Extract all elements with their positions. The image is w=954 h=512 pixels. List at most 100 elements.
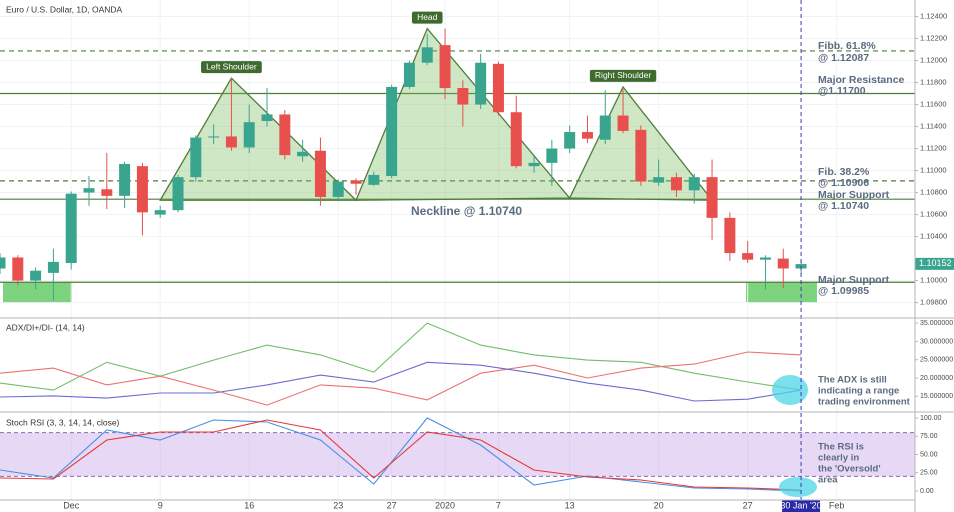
candle-body (759, 257, 771, 260)
y-tick-label: 35.000000 (920, 320, 953, 327)
annotation: indicating a range (818, 386, 899, 397)
crosshair-label: 30 Jan '20 (780, 500, 821, 510)
y-tick-label: 1.11600 (920, 100, 947, 109)
annotation: the 'Oversold' (818, 464, 881, 475)
annotation: trading environment (818, 397, 911, 408)
background-layer (3, 282, 817, 303)
x-tick-label: 16 (244, 500, 254, 510)
candle-body (297, 151, 309, 157)
candle-body (0, 257, 6, 269)
pattern-label: Right Shoulder (595, 70, 651, 80)
fill-layer (0, 27, 915, 477)
candle-body (653, 177, 665, 183)
annotation: Major Resistance (818, 74, 905, 86)
panel-title: Stoch RSI (3, 3, 14, 14, close) (6, 417, 120, 427)
y-tick-label: 25.00 (920, 470, 938, 477)
candle-body (546, 148, 558, 163)
candle-body (617, 115, 629, 131)
candle-body (332, 181, 344, 197)
candle-body (386, 86, 398, 177)
x-tick-label: 20 (654, 500, 664, 510)
candle-body (724, 217, 736, 254)
annotation: @ 1.10906 (818, 177, 869, 189)
candle-body (475, 62, 487, 105)
y-tick-label: 1.10600 (920, 210, 947, 219)
candle-body (350, 180, 362, 184)
annotation: The RSI is (818, 442, 864, 453)
candle-body (65, 193, 77, 263)
indicator-line (0, 361, 802, 402)
last-price-box (915, 257, 954, 270)
candle-body (12, 257, 24, 281)
pattern-label-box (201, 61, 262, 74)
candle-body (564, 132, 576, 149)
y-tick-label: 1.10000 (920, 276, 947, 285)
candle-body (635, 129, 647, 182)
annotation: @1.11700 (818, 85, 866, 97)
candle-body (314, 150, 326, 197)
chart-title: Euro / U.S. Dollar, 1D, OANDA (6, 4, 123, 14)
candle-body (47, 261, 59, 273)
y-tick-label: 30.000000 (920, 338, 953, 345)
candle-body (261, 114, 273, 122)
x-tick-label: 13 (565, 500, 575, 510)
candle-body (439, 45, 451, 89)
y-tick-label: 15.000000 (920, 393, 953, 400)
candle-body (599, 115, 611, 140)
y-tick-label: 1.11400 (920, 122, 947, 131)
annotation: area (818, 475, 838, 486)
candle-body (510, 112, 522, 167)
annotation: The ADX is still (818, 375, 887, 386)
candle-body (136, 166, 148, 213)
indicator-line (0, 417, 802, 492)
indicator-line (0, 419, 802, 491)
candle-body (706, 177, 718, 218)
y-tick-label: 1.10400 (920, 232, 947, 241)
candle-body (742, 253, 754, 260)
candle-body (403, 62, 415, 87)
candle-body (243, 122, 255, 148)
annotation: Fib. 38.2% (818, 166, 870, 178)
pattern-label: Left Shoulder (206, 61, 257, 71)
range-zone (746, 282, 817, 303)
candle-body (688, 177, 700, 191)
y-tick-label: 1.12000 (920, 56, 947, 65)
indicator-line (0, 322, 802, 391)
annotation: @ 1.09985 (818, 285, 869, 297)
candle-body (492, 63, 504, 113)
x-tick-label: 23 (333, 500, 343, 510)
y-tick-label: 25.000000 (920, 357, 953, 364)
highlight (772, 375, 808, 405)
y-tick-label: 75.00 (920, 433, 938, 440)
y-tick-label: 1.11200 (920, 144, 947, 153)
candle-body (581, 132, 593, 139)
x-tick-label: 27 (387, 500, 397, 510)
front-layer: Left Shoulder Head Right Shoulder 1.10152 30… (201, 0, 954, 512)
highlight (779, 477, 817, 497)
y-tick-label: 1.10800 (920, 188, 947, 197)
candle-body (30, 270, 42, 281)
range-zone (3, 282, 72, 303)
candle-body (279, 114, 291, 156)
annotation: clearly in (818, 453, 859, 464)
y-tick-label: 50.00 (920, 451, 938, 458)
indicator-line (0, 351, 802, 406)
band (0, 432, 915, 477)
y-tick-label: 1.12400 (920, 11, 947, 20)
candle-body (208, 136, 220, 138)
candle-body (225, 136, 237, 148)
annotation: @ 1.10740 (818, 200, 869, 212)
candle-body (368, 174, 380, 185)
x-tick-label: Feb (829, 500, 845, 510)
x-tick-label: 2020 (435, 500, 455, 510)
candle-body (83, 188, 95, 193)
y-tick-label: 20.000000 (920, 375, 953, 382)
crosshair-label-box (782, 500, 821, 512)
x-tick-label: 9 (158, 500, 163, 510)
candle-body (457, 88, 469, 105)
candle-body (190, 137, 202, 178)
last-price-label: 1.10152 (919, 258, 952, 268)
candle-body (172, 177, 184, 211)
y-tick-label: 100.00 (920, 415, 942, 422)
